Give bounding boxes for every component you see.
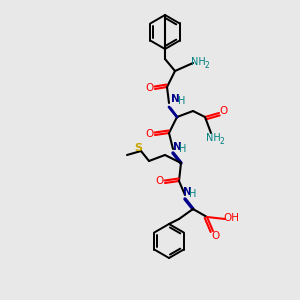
Text: O: O [211, 231, 219, 241]
Text: H: H [189, 189, 197, 199]
Text: 2: 2 [205, 61, 209, 70]
Text: N: N [171, 94, 179, 104]
Text: NH: NH [190, 57, 206, 67]
Text: O: O [146, 83, 154, 93]
Text: O: O [156, 176, 164, 186]
Polygon shape [169, 107, 178, 118]
Text: NH: NH [206, 133, 220, 143]
Text: O: O [219, 106, 227, 116]
Text: OH: OH [223, 213, 239, 223]
Text: H: H [179, 144, 187, 154]
Text: S: S [134, 143, 142, 153]
Text: H: H [178, 96, 186, 106]
Text: O: O [146, 129, 154, 139]
Text: N: N [172, 142, 182, 152]
Text: 2: 2 [220, 136, 224, 146]
Text: N: N [183, 187, 191, 197]
